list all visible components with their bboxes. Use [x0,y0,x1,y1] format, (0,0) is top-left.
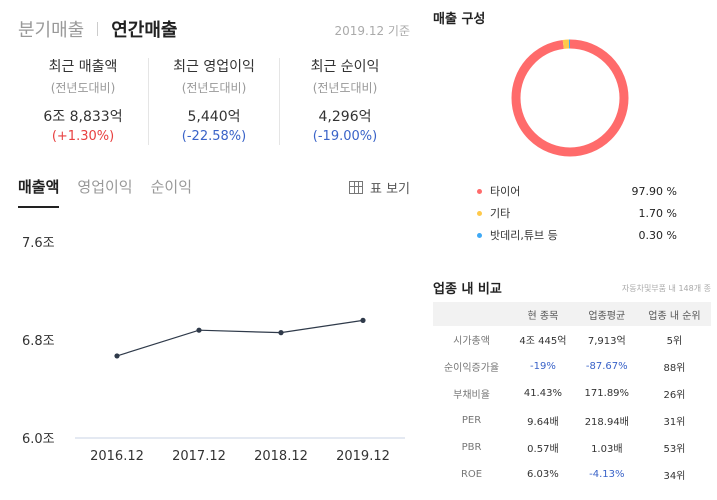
current-value: 6.03% [527,469,559,480]
industry-rank: 26위 [663,390,686,401]
industry-rank: 31위 [663,417,686,428]
legend-item-battery-tube: 밧데리,튜브 등 0.30 % [477,224,677,246]
metric-subtitle: (전년도대비) [181,81,247,95]
y-tick-label: 7.6조 [22,236,55,251]
legend-item-tire: 타이어 97.90 % [477,180,677,202]
metric-change: (-22.58%) [181,129,247,144]
period-tabs: 분기매출 연간매출 [18,16,178,42]
table-header-row: 현 종목 업종평균 업종 내 순위 [433,302,711,326]
basis-date: 2019.12 기준 [334,24,410,38]
industry-rank: 88위 [663,363,686,374]
table-view-label: 표 보기 [369,182,410,197]
y-tick-label: 6.0조 [22,432,55,447]
column-header [433,302,511,326]
industry-average: -4.13% [589,469,625,480]
column-header: 업종평균 [575,302,638,326]
legend-label: 밧데리,튜브 등 [490,229,558,242]
metric-value: 4,296억 [318,109,372,125]
metric-operating-profit: 최근 영업이익 (전년도대비) 5,440억 (-22.58%) [149,58,280,145]
industry-average: 7,913억 [587,336,626,347]
table-row: 순이익증가율 -19% -87.67% 88위 [433,353,711,380]
metric-revenue: 최근 매출액 (전년도대비) 6조 8,833억 (+1.30%) [18,58,149,145]
row-label: ROE [460,469,483,480]
composition-donut-chart [511,39,629,157]
industry-average: 218.94배 [584,417,629,428]
industry-compare-title: 업종 내 비교 [433,282,502,297]
x-tick-label: 2017.12 [172,449,226,464]
table-row: 부채비율 41.43% 171.89% 26위 [433,380,711,407]
data-point [278,330,284,336]
industry-average: -87.67% [585,361,628,372]
table-row: PER 9.64배 218.94배 31위 [433,407,711,434]
current-value: 9.64배 [527,417,559,428]
data-point [114,353,120,359]
column-header: 업종 내 순위 [637,302,711,326]
legend-dot [477,232,482,238]
legend-dot [477,210,482,216]
x-tick-label: 2018.12 [254,449,308,464]
row-label: PBR [461,442,482,453]
industry-average: 1.03배 [591,444,623,455]
column-header: 현 종목 [510,302,576,326]
summary-metrics: 최근 매출액 (전년도대비) 6조 8,833억 (+1.30%) 최근 영업이… [18,58,410,145]
row-label: PER [461,415,482,426]
industry-rank: 53위 [663,444,686,455]
table-icon [348,181,363,194]
data-point [360,317,366,323]
table-row: 시가총액 4조 445억 7,913억 5위 [433,326,711,353]
metric-subtitle: (전년도대비) [50,81,116,95]
tab-net-income[interactable]: 순이익 [150,178,193,196]
donut-slice [511,39,629,157]
current-value: 4조 445억 [519,336,567,347]
current-value: 0.57배 [527,444,559,455]
tab-annual-revenue[interactable]: 연간매출 [111,20,178,41]
revenue-series-line [116,319,364,357]
current-value: -19% [529,361,556,372]
metric-change: (-19.00%) [312,129,378,144]
data-point [196,327,202,333]
metric-value: 6조 8,833억 [43,109,123,125]
legend-value: 97.90 % [631,184,677,198]
legend-item-other: 기타 1.70 % [477,202,677,224]
tab-revenue[interactable]: 매출액 [18,176,60,208]
legend-dot [477,188,482,194]
x-tick-label: 2019.12 [336,449,390,464]
tab-quarterly-revenue[interactable]: 분기매출 [18,20,85,41]
revenue-line-chart: 7.6조 6.8조 6.0조 2016.12 2017.12 2018.12 2019.12 [22,236,405,464]
metric-title: 최근 매출액 [48,59,118,75]
legend-label: 기타 [490,207,511,220]
y-tick-label: 6.8조 [22,334,55,349]
industry-average: 171.89% [584,388,630,399]
current-value: 41.43% [523,388,562,399]
row-label: 시가총액 [453,336,490,347]
metric-change: (+1.30%) [51,129,115,144]
legend-label: 타이어 [490,185,521,198]
metric-title: 최근 순이익 [310,59,380,75]
table-row: PBR 0.57배 1.03배 53위 [433,434,711,461]
tab-divider [97,22,99,36]
revenue-panel: 분기매출 연간매출 2019.12 기준 최근 매출액 (전년도대비) 6조 8… [18,16,410,464]
legend-value: 1.70 % [638,206,677,220]
metric-value: 5,440억 [187,109,241,125]
side-panel: 매출 구성 타이어 97.90 % 기타 1.70 % 밧데리,튜브 등 0.3… [425,0,717,500]
chart-tabs: 매출액 영업이익 순이익 [18,176,210,208]
metric-title: 최근 영업이익 [173,59,255,75]
table-view-button[interactable]: 표 보기 [348,178,410,197]
industry-rank: 34위 [663,471,686,482]
row-label: 부채비율 [453,390,490,401]
table-row: ROE 6.03% -4.13% 34위 [433,461,711,488]
industry-rank: 5위 [666,336,683,347]
metric-subtitle: (전년도대비) [312,81,378,95]
tab-operating-profit[interactable]: 영업이익 [77,178,133,196]
donut-slice [511,39,629,157]
row-label: 순이익증가율 [443,363,500,374]
legend-value: 0.30 % [638,228,677,242]
composition-title: 매출 구성 [433,12,486,27]
composition-legend: 타이어 97.90 % 기타 1.70 % 밧데리,튜브 등 0.30 % [477,180,677,246]
x-tick-label: 2016.12 [90,449,144,464]
industry-note: 자동차및부품 내 148개 종 [621,284,711,293]
metric-net-income: 최근 순이익 (전년도대비) 4,296억 (-19.00%) [280,58,410,145]
